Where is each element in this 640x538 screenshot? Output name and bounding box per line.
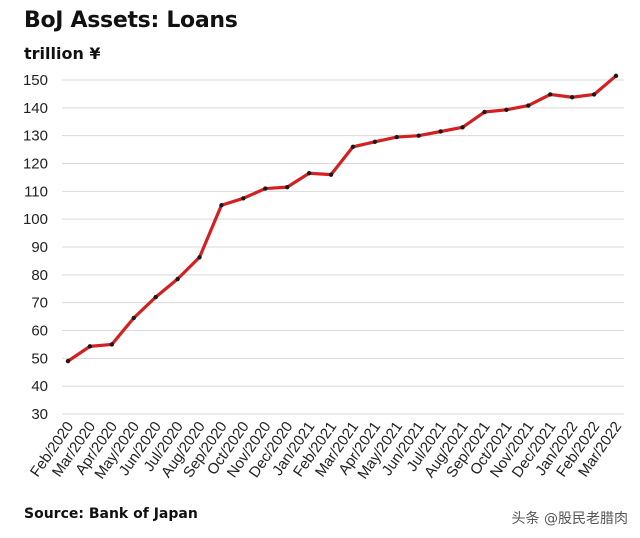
y-tick-label: 100 [23,211,48,228]
y-axis-ticks: 30 40 50 60 70 80 90 100 110 120 130 140 150 [23,72,48,423]
source-note: Source: Bank of Japan [24,506,198,522]
data-point [591,92,597,97]
y-tick-label: 70 [31,295,48,312]
y-tick-label: 150 [23,72,48,89]
data-point [460,125,465,130]
y-tick-label: 140 [23,100,48,117]
y-tick-label: 60 [31,323,48,340]
data-point [438,129,443,134]
data-point [241,196,246,201]
data-point [263,186,268,191]
y-tick-label: 110 [24,183,48,200]
gridlines [62,79,624,415]
y-tick-label: 80 [31,267,48,284]
data-point [548,92,553,97]
y-tick-label: 40 [31,378,48,395]
y-tick-label: 130 [23,128,48,145]
data-point [526,103,531,108]
data-point [504,107,509,112]
data-point [394,134,399,140]
y-tick-label: 90 [31,239,48,256]
data-point [482,109,487,115]
data-point [219,203,224,208]
chart-title: BoJ Assets: Loans [24,8,238,33]
data-point [109,342,115,347]
data-point [285,184,290,190]
y-axis-unit-label: trillion ¥ [24,44,101,63]
y-tick-label: 50 [31,350,48,367]
x-axis-ticks: Feb/2020Mar/2020Apr/2020May/2020Jun/2020… [27,419,625,483]
data-point [306,171,312,176]
y-tick-label: 30 [31,406,48,423]
data-point [131,315,136,321]
series-line [66,74,618,363]
data-point [372,139,378,144]
watermark: 头条 @股民老腊肉 [511,511,628,527]
data-point [569,95,575,100]
data-point [65,358,71,364]
data-point [87,344,93,349]
data-point [328,172,334,177]
data-point [153,294,158,300]
y-tick-label: 120 [23,156,48,173]
data-point [175,276,180,282]
data-point [350,144,356,149]
data-point [613,73,619,79]
loans-series-line [66,74,618,363]
data-point [197,255,202,260]
data-point [416,133,421,138]
series-points [65,73,619,364]
